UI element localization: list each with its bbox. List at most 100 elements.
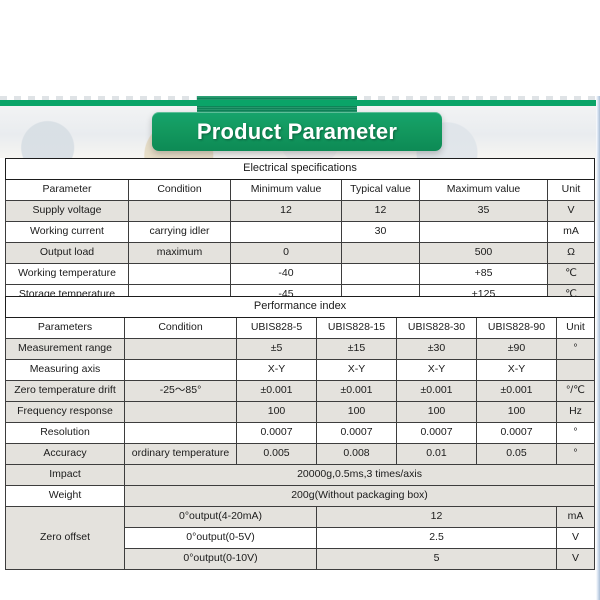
cell-ubis828-30: 100 [396,401,477,423]
page-title-pill: Product Parameter [152,112,442,151]
cell-ubis828-30: 0.0007 [396,422,477,444]
row-label: Working current [5,221,129,243]
column-header-ubis828-30: UBIS828-30 [396,317,477,339]
performance-index-section: Performance index Parameters Condition U… [4,296,596,570]
table-row: Working current carrying idler 30 mA [5,221,595,243]
row-label: Frequency response [5,401,125,423]
cell-unit: ° [555,338,596,360]
cell-zero-offset-unit: V [555,548,596,570]
row-label: Zero temperature drift [5,380,125,402]
impact-row: Impact 20000g,0.5ms,3 times/axis [5,464,596,486]
cell-ubis828-30: X-Y [396,359,477,381]
cell-ubis828-5: X-Y [236,359,317,381]
cell-ubis828-5: 100 [236,401,317,423]
cell-minimum: 0 [230,242,342,264]
cell-minimum: -40 [230,263,342,285]
cell-typical: 12 [341,200,420,222]
cell-impact-value: 20000g,0.5ms,3 times/axis [123,464,596,486]
table-row: Measuring axis X-Y X-Y X-Y X-Y [5,359,596,381]
cell-condition [124,401,237,423]
cell-ubis828-30: ±30 [396,338,477,360]
cell-typical: 30 [341,221,420,243]
row-label: Accuracy [5,443,125,465]
column-header-ubis828-5: UBIS828-5 [236,317,317,339]
cell-zero-offset-output: 0°output(0-10V) [124,548,317,570]
table-row: Supply voltage 12 12 35 V [5,200,595,222]
cell-maximum [419,221,548,243]
cell-ubis828-15: 100 [316,401,397,423]
performance-caption: Performance index [4,296,596,318]
table-row: Frequency response 100 100 100 100 Hz [5,401,596,423]
cell-zero-offset-output: 0°output(0-5V) [124,527,317,549]
cell-ubis828-5: ±5 [236,338,317,360]
column-header-ubis828-15: UBIS828-15 [316,317,397,339]
column-header-condition: Condition [124,317,237,339]
cell-unit: Hz [555,401,596,423]
column-header-unit: Unit [555,317,596,339]
cell-zero-offset-unit: mA [555,506,596,528]
column-header-parameter: Parameter [5,179,129,201]
cell-minimum: 12 [230,200,342,222]
row-label: Measurement range [5,338,125,360]
cell-condition [124,338,237,360]
column-header-unit: Unit [547,179,595,201]
cell-minimum [230,221,342,243]
cell-ubis828-15: ±0.001 [316,380,397,402]
row-label: Output load [5,242,129,264]
row-label: Measuring axis [5,359,125,381]
cell-typical [341,263,420,285]
cell-condition: carrying idler [128,221,231,243]
zero-offset-row: Zero offset 0°output(4-20mA) 12 mA [5,506,596,570]
cell-ubis828-90: 0.0007 [476,422,557,444]
banner-green-bar [0,100,596,106]
cell-zero-offset-output: 0°output(4-20mA) [124,506,317,528]
cell-ubis828-90: 100 [476,401,557,423]
zero-offset-row: 0°output(0-5V) 2.5 V [6,527,596,549]
column-header-ubis828-90: UBIS828-90 [476,317,557,339]
page-right-edge [596,0,600,600]
cell-condition [128,200,231,222]
column-header-condition: Condition [128,179,231,201]
cell-zero-offset-unit: V [555,527,596,549]
column-header-maximum-value: Maximum value [419,179,548,201]
cell-maximum: 35 [419,200,548,222]
cell-ubis828-90: ±90 [476,338,557,360]
cell-unit: Ω [547,242,595,264]
row-label-impact: Impact [5,464,125,486]
table-header-row: Parameter Condition Minimum value Typica… [5,179,595,201]
cell-ubis828-5: 0.0007 [236,422,317,444]
cell-ubis828-15: ±15 [316,338,397,360]
row-label: Resolution [5,422,125,444]
cell-ubis828-15: 0.008 [316,443,397,465]
cell-condition [124,422,237,444]
table-row: Resolution 0.0007 0.0007 0.0007 0.0007 ° [5,422,596,444]
cell-ubis828-30: 0.01 [396,443,477,465]
table-row: Zero temperature drift -25～85° ±0.001 ±0… [5,380,596,402]
cell-unit: mA [547,221,595,243]
cell-condition [128,263,231,285]
row-label-weight: Weight [5,485,125,507]
table-caption-row: Performance index [4,296,596,318]
table-row: Working temperature -40 +85 ℃ [5,263,595,285]
cell-typical [341,242,420,264]
cell-ubis828-90: ±0.001 [476,380,557,402]
electrical-caption: Electrical specifications [5,158,595,180]
cell-unit: V [547,200,595,222]
column-header-minimum-value: Minimum value [230,179,342,201]
row-label: Supply voltage [5,200,129,222]
table-row: Output load maximum 0 500 Ω [5,242,595,264]
electrical-specifications-section: Electrical specifications Parameter Cond… [5,158,595,306]
column-header-typical-value: Typical value [341,179,420,201]
cell-ubis828-5: ±0.001 [236,380,317,402]
table-row: Measurement range ±5 ±15 ±30 ±90 ° [5,338,596,360]
cell-ubis828-90: X-Y [476,359,557,381]
page-title: Product Parameter [196,118,398,144]
cell-condition: maximum [128,242,231,264]
cell-unit: ° [555,443,596,465]
zero-offset-row: 0°output(0-10V) 5 V [6,548,596,570]
cell-zero-offset-value: 2.5 [316,527,557,549]
cell-unit [555,359,596,381]
cell-maximum: +85 [419,263,548,285]
cell-ubis828-90: 0.05 [476,443,557,465]
